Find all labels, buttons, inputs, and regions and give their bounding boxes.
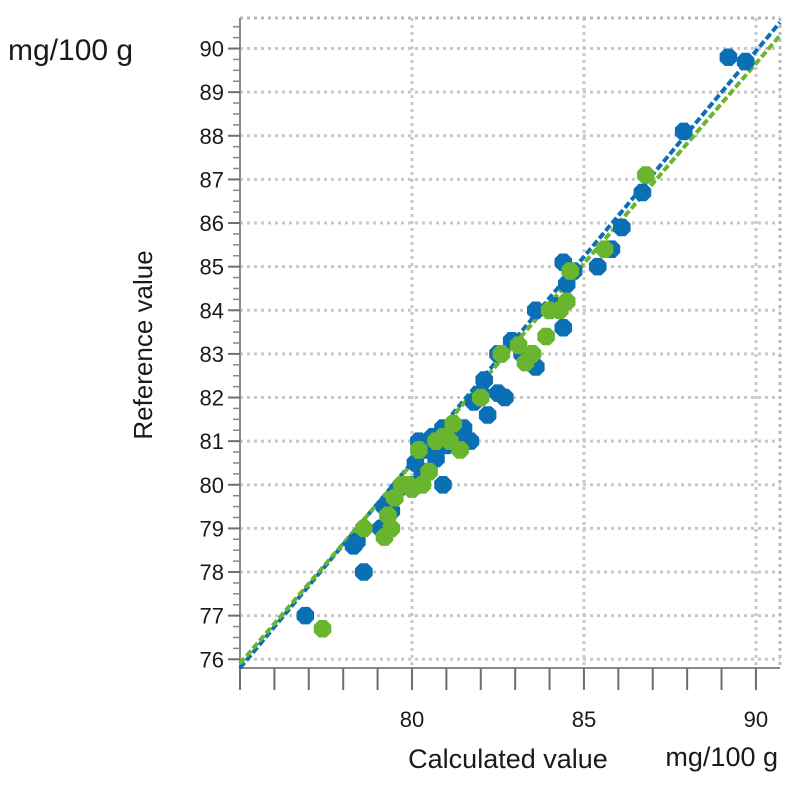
x-tick-label: 80 xyxy=(400,707,424,732)
data-point-series-2 xyxy=(451,441,469,459)
data-point-series-1 xyxy=(633,183,652,202)
data-point-series-2 xyxy=(355,519,373,538)
x-axis-title: Calculated value xyxy=(408,744,608,774)
y-tick-label: 78 xyxy=(200,560,224,585)
y-tick-label: 77 xyxy=(200,604,224,629)
data-point-series-2 xyxy=(410,441,428,459)
data-point-series-1 xyxy=(554,319,573,337)
x-tick-label: 90 xyxy=(744,707,768,732)
y-tick-label: 82 xyxy=(200,386,224,411)
y-tick-label: 85 xyxy=(200,255,224,280)
axes xyxy=(228,18,780,690)
y-tick-label: 79 xyxy=(200,516,224,541)
y-tick-label: 83 xyxy=(200,342,224,367)
data-point-series-1 xyxy=(613,218,631,237)
data-point-series-2 xyxy=(492,345,511,363)
y-tick-label: 84 xyxy=(200,298,224,323)
data-point-series-1 xyxy=(674,122,693,141)
x-tick-label: 85 xyxy=(572,707,596,732)
data-point-series-1 xyxy=(527,301,545,320)
y-tick-label: 90 xyxy=(200,37,224,62)
data-point-series-2 xyxy=(509,336,528,354)
y-tick-label: 81 xyxy=(200,429,224,454)
data-point-series-2 xyxy=(420,462,438,481)
data-point-series-1 xyxy=(736,52,755,71)
data-point-series-2 xyxy=(523,345,542,363)
y-tick-label: 86 xyxy=(200,211,224,236)
data-point-series-2 xyxy=(558,292,576,311)
data-point-series-1 xyxy=(496,388,514,407)
data-point-series-2 xyxy=(313,620,332,638)
data-points xyxy=(296,48,755,638)
data-point-series-2 xyxy=(561,262,579,280)
data-point-series-2 xyxy=(637,166,655,184)
y-tick-label: 89 xyxy=(200,80,224,105)
y-tick-label: 88 xyxy=(200,124,224,149)
data-point-series-2 xyxy=(472,388,490,407)
data-point-series-2 xyxy=(595,240,614,258)
y-tick-label: 76 xyxy=(200,647,224,672)
data-point-series-1 xyxy=(475,371,493,389)
data-point-series-2 xyxy=(537,327,555,346)
plot-frame xyxy=(240,16,782,668)
data-point-series-1 xyxy=(719,48,738,66)
tick-labels: 76 77 78 79 80 81 82 83 84 85 86 87 88 89 90 80 85 90 xyxy=(200,37,769,732)
data-point-series-1 xyxy=(478,406,497,424)
data-point-series-2 xyxy=(444,414,462,433)
data-point-series-1 xyxy=(434,476,452,494)
y-tick-label: 87 xyxy=(200,167,224,192)
y-axis-title: Reference value xyxy=(128,250,158,439)
data-point-series-1 xyxy=(296,606,315,625)
data-point-series-1 xyxy=(355,563,373,581)
data-point-series-1 xyxy=(588,257,607,276)
y-axis-unit: mg/100 g xyxy=(8,34,133,67)
x-axis-unit: mg/100 g xyxy=(665,742,778,772)
y-tick-label: 80 xyxy=(200,473,224,498)
data-point-series-2 xyxy=(382,519,401,538)
